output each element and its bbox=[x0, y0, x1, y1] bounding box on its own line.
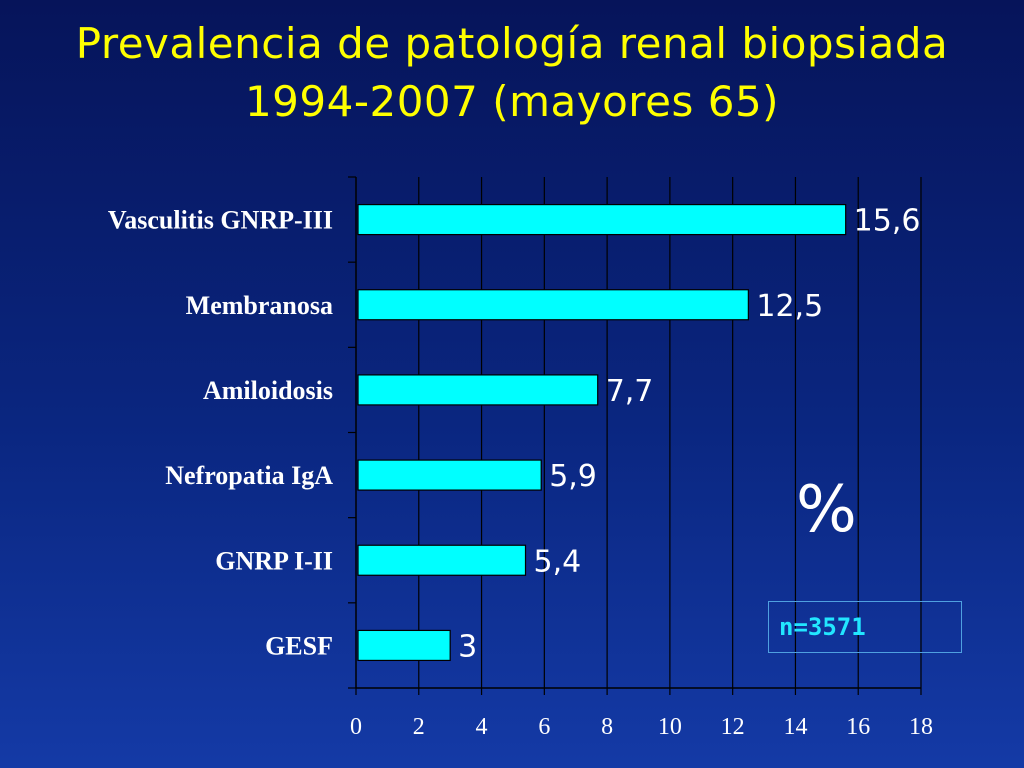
data-label: 7,7 bbox=[606, 374, 654, 409]
bar bbox=[357, 374, 599, 406]
x-tick-label: 18 bbox=[909, 714, 933, 740]
bar bbox=[357, 203, 847, 236]
bar bbox=[357, 289, 749, 321]
x-tick-label: 10 bbox=[658, 714, 682, 740]
x-tick-label: 6 bbox=[538, 714, 550, 740]
x-tick-label: 0 bbox=[350, 714, 362, 740]
bar bbox=[357, 629, 451, 662]
percent-unit-label: % bbox=[796, 473, 857, 547]
data-label: 5,4 bbox=[534, 544, 582, 579]
slide-title-line2: 1994-2007 (mayores 65) bbox=[244, 77, 780, 126]
data-label: 12,5 bbox=[756, 289, 823, 324]
category-label: GESF bbox=[265, 631, 333, 660]
sample-size-box: n=3571 bbox=[768, 601, 962, 653]
bar bbox=[357, 459, 542, 491]
x-tick-label: 8 bbox=[601, 714, 613, 740]
x-tick-label: 14 bbox=[783, 714, 807, 740]
x-tick-label: 4 bbox=[476, 714, 488, 740]
category-label: Nefropatia IgA bbox=[165, 461, 333, 490]
category-label: Membranosa bbox=[186, 291, 333, 320]
x-tick-label: 16 bbox=[846, 714, 870, 740]
data-label: 3 bbox=[458, 629, 477, 664]
x-tick-label: 12 bbox=[721, 714, 745, 740]
data-label: 5,9 bbox=[549, 459, 597, 494]
data-label: 15,6 bbox=[854, 204, 921, 239]
slide-title-line1: Prevalencia de patología renal biopsiada bbox=[75, 19, 949, 68]
bar bbox=[357, 544, 527, 576]
x-tick-label: 2 bbox=[413, 714, 425, 740]
category-label: Amiloidosis bbox=[203, 376, 333, 405]
category-label: Vasculitis GNRP-III bbox=[108, 206, 333, 235]
category-label: GNRP I-II bbox=[215, 546, 333, 575]
